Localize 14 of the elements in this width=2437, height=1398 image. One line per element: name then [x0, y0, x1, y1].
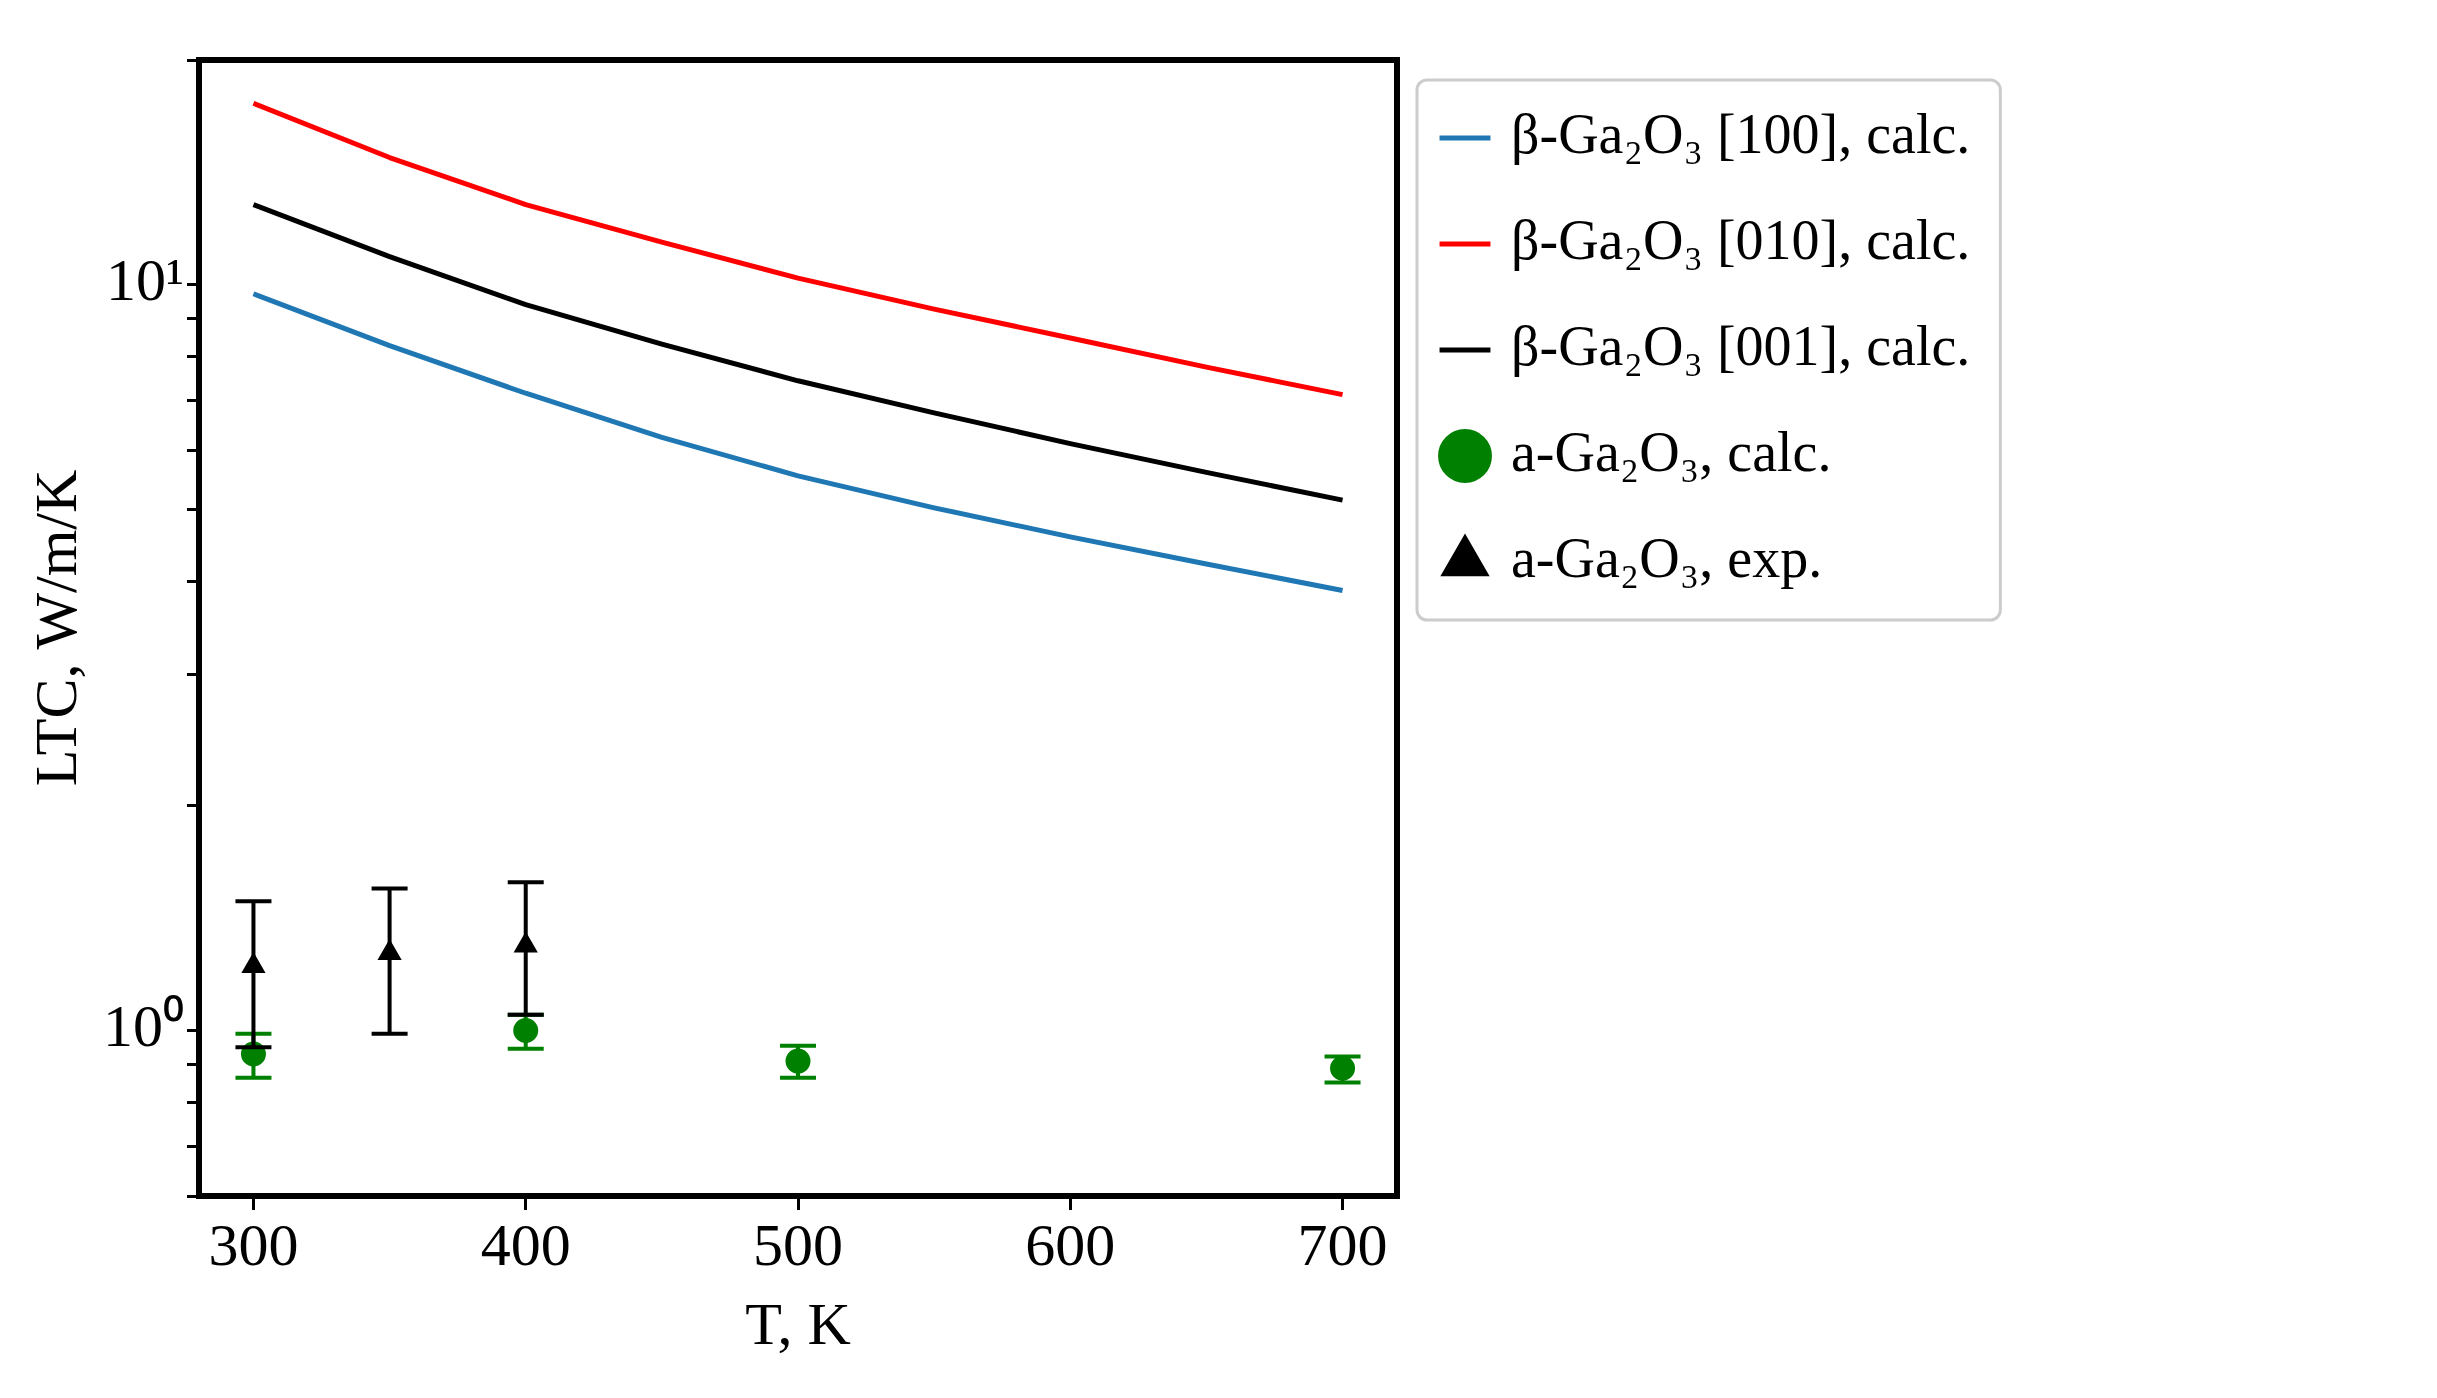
legend-label: a-Ga₂O₃, calc. [1511, 420, 1832, 483]
y-tick-label: 10⁰ [103, 993, 184, 1060]
x-tick-label: 500 [753, 1211, 843, 1278]
legend-label: β-Ga₂O₃ [100], calc. [1511, 102, 1971, 165]
y-axis-title: LTC, W/m/K [22, 469, 89, 787]
y-tick-label: 10¹ [106, 247, 184, 314]
legend-label: β-Ga₂O₃ [010], calc. [1511, 208, 1971, 271]
x-axis-title: T, K [745, 1290, 851, 1357]
x-tick-label: 700 [1297, 1211, 1388, 1278]
legend-label: a-Ga₂O₃, exp. [1511, 526, 1823, 589]
legend-label: β-Ga₂O₃ [001], calc. [1511, 314, 1971, 377]
x-tick-label: 600 [1025, 1211, 1116, 1278]
x-tick-label: 300 [208, 1211, 299, 1278]
x-tick-label: 400 [480, 1211, 571, 1278]
